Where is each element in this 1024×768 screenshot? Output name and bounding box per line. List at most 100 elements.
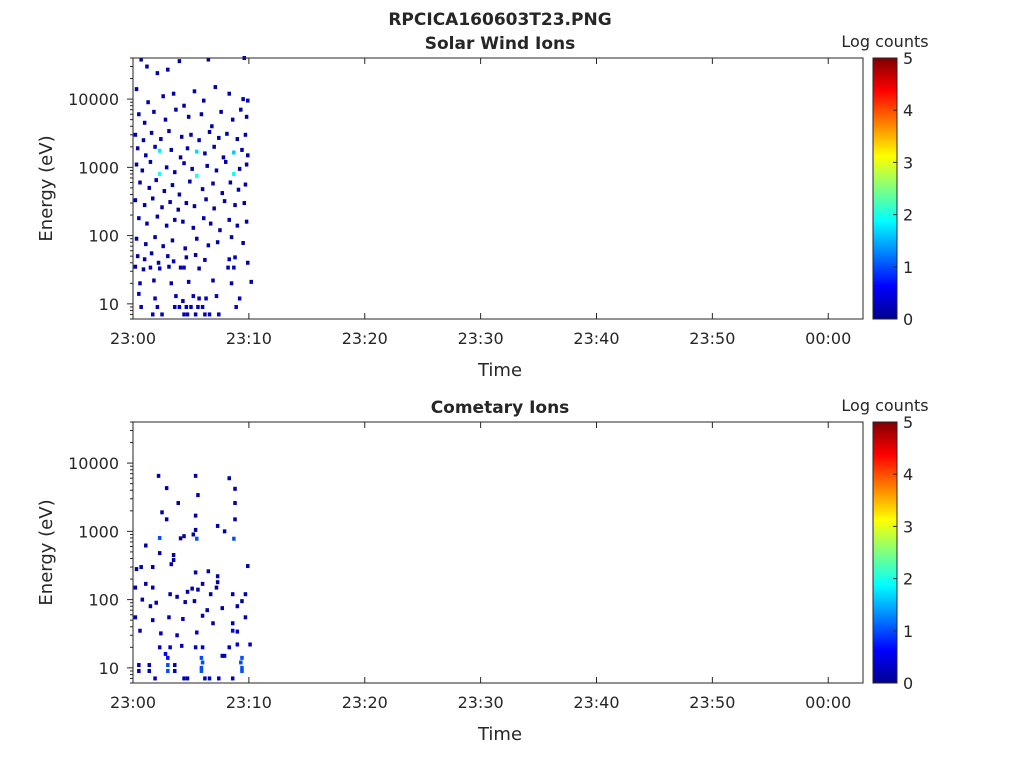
data-cell bbox=[227, 257, 231, 262]
data-cell bbox=[182, 534, 186, 539]
data-cell bbox=[208, 592, 213, 597]
data-cell bbox=[138, 281, 142, 286]
colorbar-label: Log counts bbox=[841, 396, 928, 415]
data-cell bbox=[147, 663, 152, 668]
data-cell bbox=[233, 486, 237, 491]
chart-title: Solar Wind Ions bbox=[425, 34, 576, 54]
data-cell bbox=[211, 278, 215, 283]
data-cell bbox=[200, 187, 205, 192]
data-cell bbox=[214, 585, 219, 590]
data-cell bbox=[135, 146, 140, 151]
data-cell bbox=[166, 655, 170, 660]
data-cell bbox=[200, 581, 205, 586]
data-cell bbox=[237, 166, 242, 171]
data-cell bbox=[207, 129, 212, 134]
data-cell bbox=[239, 107, 243, 112]
data-cell bbox=[141, 267, 146, 272]
data-cell bbox=[164, 165, 169, 170]
data-cell bbox=[240, 665, 244, 670]
data-cell bbox=[178, 265, 183, 270]
data-cell bbox=[164, 517, 169, 522]
data-cell bbox=[227, 476, 231, 481]
data-cell bbox=[154, 178, 158, 183]
data-cell bbox=[200, 304, 205, 309]
data-cell bbox=[155, 214, 160, 219]
data-cell bbox=[148, 604, 153, 609]
data-cell bbox=[153, 296, 157, 301]
plot-frame bbox=[132, 57, 864, 320]
colorbar-label: Log counts bbox=[841, 32, 928, 51]
data-cell bbox=[139, 57, 143, 62]
data-cell bbox=[138, 180, 142, 185]
data-cell bbox=[191, 294, 196, 299]
data-cell bbox=[235, 223, 240, 228]
colorbar bbox=[872, 57, 898, 320]
data-cell bbox=[189, 132, 193, 137]
data-cell bbox=[203, 151, 207, 156]
data-cell bbox=[241, 97, 245, 102]
data-cell bbox=[215, 580, 220, 585]
data-cell bbox=[157, 551, 162, 556]
data-cell bbox=[173, 668, 177, 673]
data-cell bbox=[140, 168, 145, 173]
data-cell bbox=[152, 278, 156, 283]
data-cell bbox=[205, 163, 209, 168]
data-cell bbox=[144, 543, 148, 548]
data-cell bbox=[169, 281, 174, 286]
colorbar-tick-label: 4 bbox=[903, 465, 913, 484]
data-cell bbox=[195, 236, 199, 241]
data-cell bbox=[201, 98, 206, 103]
data-cell bbox=[206, 569, 211, 574]
data-cell bbox=[203, 257, 207, 262]
data-cell bbox=[138, 628, 142, 633]
data-cell bbox=[232, 536, 236, 541]
data-cell bbox=[197, 266, 201, 271]
data-cell bbox=[205, 608, 209, 613]
colorbar-tick-label: 1 bbox=[903, 258, 913, 277]
data-cell bbox=[150, 565, 155, 570]
data-cell bbox=[246, 564, 250, 569]
data-cell bbox=[197, 138, 201, 143]
data-cell bbox=[160, 205, 164, 210]
data-cell bbox=[137, 216, 141, 221]
colorbar-tick-label: 0 bbox=[903, 310, 913, 329]
data-cell bbox=[248, 642, 252, 647]
data-cell bbox=[218, 228, 222, 233]
data-cell bbox=[162, 189, 167, 194]
data-cell bbox=[201, 216, 206, 221]
data-cell bbox=[223, 159, 228, 164]
data-cell bbox=[144, 242, 148, 247]
data-cell bbox=[166, 663, 170, 668]
data-cell bbox=[137, 291, 141, 296]
data-cell bbox=[219, 109, 223, 114]
data-cell bbox=[177, 59, 182, 64]
data-cell bbox=[182, 312, 186, 317]
data-cell bbox=[212, 144, 216, 149]
data-cell bbox=[137, 112, 141, 117]
colorbar bbox=[872, 421, 898, 684]
data-cell bbox=[225, 131, 229, 136]
y-tick-label: 10 bbox=[99, 659, 119, 678]
data-cell bbox=[222, 529, 227, 534]
data-cell bbox=[176, 207, 180, 212]
data-cell bbox=[246, 260, 250, 265]
data-cell bbox=[193, 645, 198, 650]
data-cell bbox=[217, 312, 221, 317]
data-cell bbox=[186, 114, 191, 119]
data-cell bbox=[150, 585, 155, 590]
data-cell bbox=[178, 536, 183, 541]
data-cell bbox=[196, 304, 200, 309]
y-tick-label: 1000 bbox=[78, 522, 119, 541]
data-cell bbox=[171, 91, 176, 96]
data-cell bbox=[215, 574, 220, 579]
x-tick-label: 23:30 bbox=[458, 329, 504, 348]
data-cell bbox=[203, 676, 207, 681]
data-cell bbox=[168, 592, 172, 597]
y-axis-label: Energy (eV) bbox=[36, 499, 57, 605]
y-axis-label: Energy (eV) bbox=[36, 135, 57, 241]
data-cell bbox=[220, 606, 225, 611]
plot-frame bbox=[132, 421, 864, 684]
data-cell bbox=[171, 558, 176, 563]
data-cell bbox=[139, 565, 143, 570]
data-cell bbox=[229, 281, 234, 286]
